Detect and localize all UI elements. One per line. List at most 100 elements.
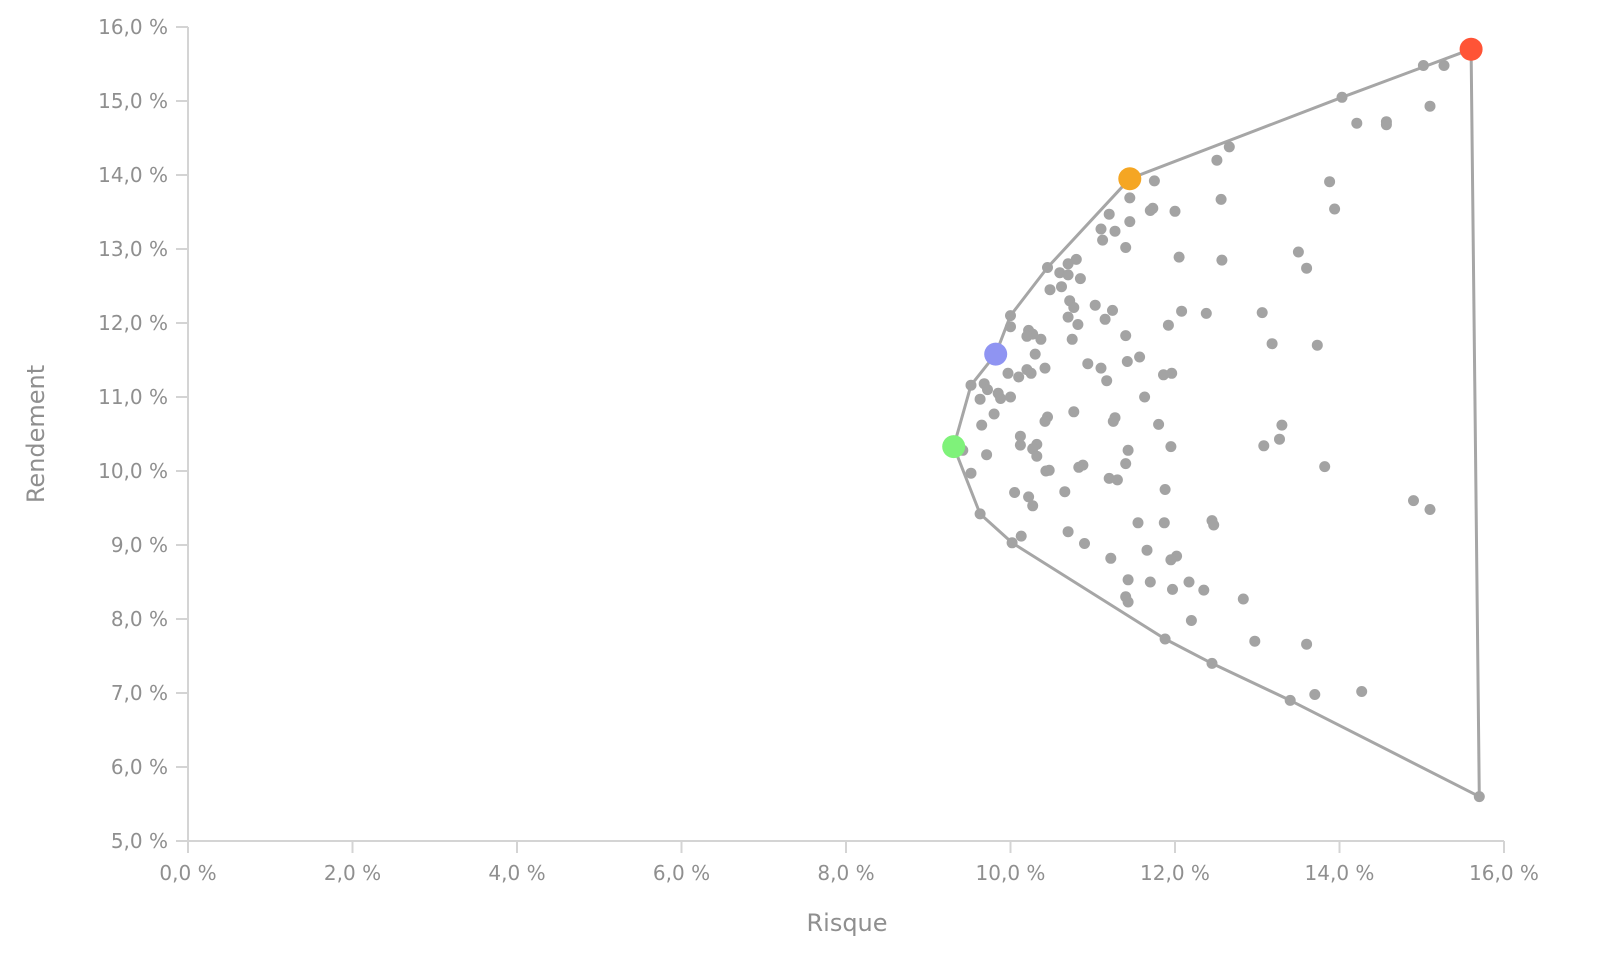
portfolio-point	[1066, 333, 1078, 345]
portfolio-point	[1062, 526, 1074, 538]
portfolio-point	[1124, 216, 1136, 228]
portfolio-point	[995, 393, 1007, 404]
portfolio-point	[1122, 574, 1134, 586]
portfolio-point	[1292, 246, 1304, 258]
portfolio-point	[1329, 203, 1341, 215]
portfolio-point	[1183, 576, 1195, 588]
portfolio-point	[1005, 321, 1016, 333]
portfolio-point	[1025, 367, 1037, 379]
portfolio-point	[1009, 487, 1021, 498]
portfolio-point	[1473, 791, 1485, 803]
portfolio-point	[1185, 615, 1197, 626]
portfolio-point	[1062, 311, 1074, 323]
portfolio-point	[1095, 223, 1107, 235]
portfolio-point	[988, 408, 1000, 420]
portfolio-point	[1073, 461, 1085, 473]
x-tick-label: 8,0 %	[817, 861, 874, 885]
portfolio-point	[1072, 319, 1084, 330]
portfolio-point	[1198, 584, 1210, 596]
portfolio-point	[1054, 267, 1066, 279]
portfolio-point	[1105, 552, 1117, 564]
x-tick-label: 0,0 %	[159, 861, 216, 885]
portfolio-point	[1301, 262, 1313, 274]
y-tick-label: 12,0 %	[98, 311, 168, 335]
portfolio-point	[1014, 439, 1026, 451]
y-tick-label: 9,0 %	[111, 533, 168, 557]
y-tick-label: 8,0 %	[111, 607, 168, 631]
portfolio-point	[981, 449, 993, 461]
highlighted-portfolio-point	[1459, 37, 1483, 61]
portfolio-point	[1351, 117, 1363, 129]
portfolio-point	[1147, 202, 1159, 214]
highlighted-portfolio-point	[1118, 167, 1142, 191]
highlighted-portfolio-point	[984, 342, 1008, 366]
portfolio-point	[1079, 538, 1090, 549]
highlighted-portfolio-point	[942, 435, 966, 459]
portfolio-point	[1408, 495, 1419, 507]
portfolio-point	[1144, 576, 1156, 588]
portfolio-point	[1167, 583, 1178, 595]
portfolio-point	[1120, 458, 1132, 470]
portfolio-point	[1109, 225, 1121, 237]
x-tick-label: 2,0 %	[324, 861, 381, 885]
portfolio-point	[1035, 333, 1047, 345]
portfolio-point	[982, 384, 993, 396]
portfolio-point	[1111, 474, 1123, 486]
portfolio-point	[1284, 694, 1296, 706]
y-tick-label: 15,0 %	[98, 89, 168, 113]
portfolio-point	[1274, 433, 1285, 445]
portfolio-point	[1249, 635, 1261, 647]
portfolio-point	[1223, 141, 1235, 153]
portfolio-point	[1438, 60, 1450, 71]
portfolio-point	[1208, 519, 1220, 531]
portfolio-point	[1013, 371, 1025, 383]
x-axis: 0,0 % 2,0 % 4,0 % 6,0 % 8,0 % 10,0 % 12,0 % 14,…	[159, 840, 1539, 885]
portfolio-point	[1120, 330, 1132, 342]
portfolio-point	[1124, 192, 1136, 204]
x-tick-label: 6,0 %	[653, 861, 710, 885]
portfolio-point	[1141, 544, 1153, 556]
portfolio-point	[1424, 100, 1436, 112]
portfolio-point	[1134, 351, 1146, 363]
portfolio-point	[1356, 686, 1368, 697]
portfolio-point	[1023, 491, 1035, 503]
portfolio-point	[1215, 193, 1227, 205]
portfolio-point	[974, 393, 986, 405]
y-tick-label: 16,0 %	[98, 15, 168, 39]
portfolio-point	[1200, 307, 1212, 319]
portfolio-point	[1021, 330, 1033, 342]
portfolio-point	[1027, 500, 1039, 512]
portfolio-point	[1148, 175, 1160, 187]
portfolio-point	[1165, 441, 1177, 453]
portfolio-point	[1309, 689, 1321, 700]
portfolio-point	[1173, 251, 1185, 263]
portfolio-point	[1162, 319, 1174, 331]
portfolio-point	[1015, 530, 1027, 542]
portfolio-point	[1336, 91, 1348, 103]
portfolio-point	[965, 379, 977, 391]
x-tick-label: 16,0 %	[1469, 861, 1539, 885]
portfolio-point	[1132, 517, 1144, 529]
y-axis-title: Rendement	[22, 365, 50, 503]
portfolio-point	[1319, 461, 1331, 473]
portfolio-point	[1324, 176, 1336, 188]
portfolio-point	[1103, 208, 1115, 220]
portfolio-point	[974, 508, 986, 520]
y-tick-label: 7,0 %	[111, 681, 168, 705]
portfolio-point	[1005, 391, 1016, 403]
portfolio-point	[1099, 313, 1111, 325]
portfolio-point	[1121, 356, 1133, 367]
portfolio-point	[1042, 262, 1053, 273]
portfolio-point	[1206, 657, 1218, 669]
y-tick-label: 10,0 %	[98, 459, 168, 483]
portfolio-point	[1301, 638, 1313, 650]
portfolio-point	[1059, 486, 1071, 498]
plot-area	[942, 37, 1485, 803]
portfolio-point	[1014, 430, 1026, 442]
portfolio-point	[1039, 415, 1051, 427]
y-tick-label: 13,0 %	[98, 237, 168, 261]
portfolio-point	[1039, 362, 1051, 374]
portfolio-point	[1159, 633, 1171, 645]
portfolio-point	[1256, 307, 1268, 319]
